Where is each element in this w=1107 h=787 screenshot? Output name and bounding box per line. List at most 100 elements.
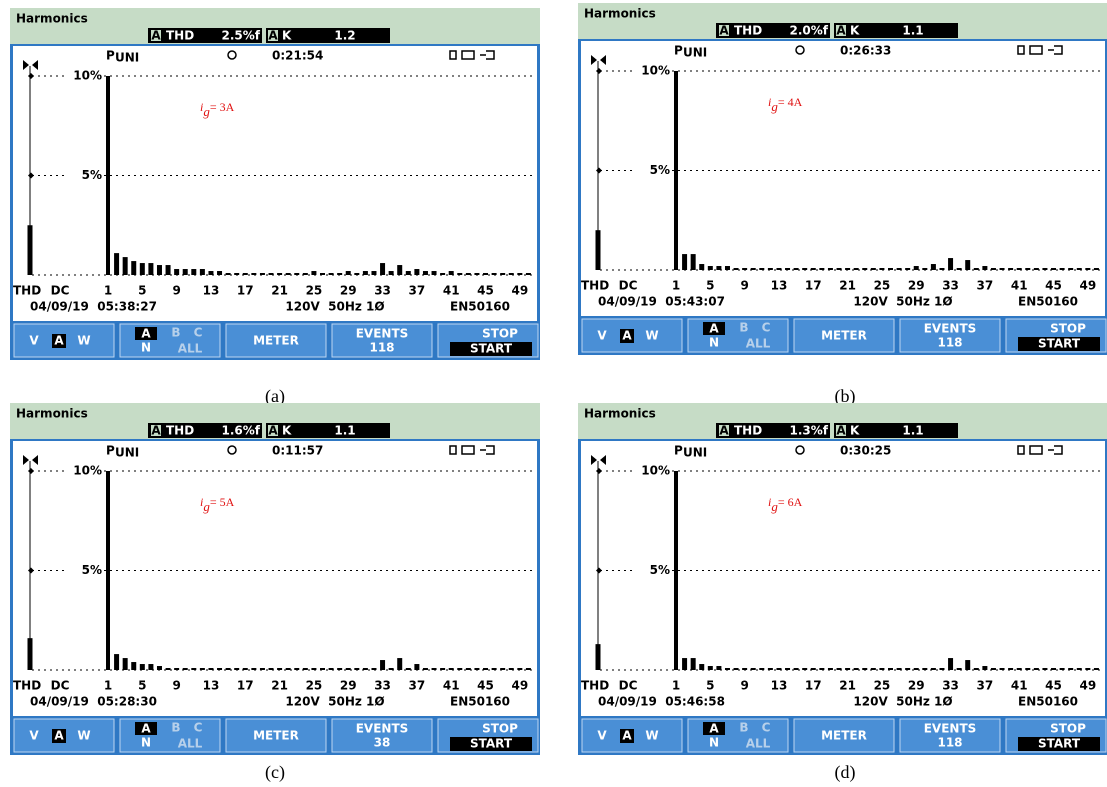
bar <box>389 668 394 670</box>
bar <box>500 668 505 670</box>
bar <box>311 668 316 670</box>
bar <box>380 660 385 670</box>
bar <box>1085 268 1090 270</box>
x-tick-label: DC <box>51 284 70 298</box>
x-tick-label: 45 <box>477 679 494 693</box>
x-tick-label: DC <box>51 679 70 693</box>
key-pc: C <box>762 721 771 735</box>
bar <box>517 273 522 275</box>
bar <box>234 273 239 275</box>
bar <box>457 668 462 670</box>
bar <box>802 268 807 270</box>
bar <box>708 266 713 270</box>
bar <box>794 668 799 670</box>
x-tick-label: 25 <box>306 679 323 693</box>
annotation-text: = 4A <box>778 95 803 109</box>
bar <box>243 668 248 670</box>
bar <box>294 668 299 670</box>
clock: 0:30:25 <box>840 444 891 458</box>
bar <box>1008 668 1013 670</box>
bar <box>982 266 987 270</box>
bar <box>716 666 721 670</box>
standard: EN50160 <box>450 695 510 709</box>
key-a: A <box>54 334 64 348</box>
bar <box>157 265 162 275</box>
bar <box>294 273 299 275</box>
key-meter: METER <box>821 729 867 743</box>
y-tick-label: 5% <box>82 168 102 182</box>
bar <box>251 273 256 275</box>
bar <box>682 254 687 270</box>
key-pb: B <box>171 721 180 735</box>
key-v: V <box>597 329 607 343</box>
bar <box>208 668 213 670</box>
x-tick-label: 21 <box>839 279 856 293</box>
bar <box>596 230 601 270</box>
bar <box>114 253 119 275</box>
bar <box>776 668 781 670</box>
key-events: EVENTS <box>356 327 409 341</box>
key-pall: ALL <box>746 337 771 351</box>
k-value: 1.1 <box>902 24 923 38</box>
key-start: START <box>470 342 513 356</box>
bar <box>406 271 411 275</box>
bar <box>183 668 188 670</box>
key-pa: A <box>141 722 151 736</box>
bar <box>329 668 334 670</box>
bar <box>440 273 445 275</box>
mode-label: P <box>106 444 115 458</box>
bar <box>397 265 402 275</box>
mode-label: P <box>106 49 115 63</box>
k-label: K <box>282 424 292 438</box>
bar <box>897 268 902 270</box>
bar <box>776 268 781 270</box>
screen-title: Harmonics <box>16 12 88 26</box>
bar <box>1017 268 1022 270</box>
x-tick-label: 13 <box>771 279 788 293</box>
phase-label: A <box>836 24 846 38</box>
bar <box>389 271 394 275</box>
bar <box>768 268 773 270</box>
mode-sub: UNI <box>115 51 139 65</box>
x-tick-label: 1 <box>104 284 112 298</box>
x-tick-label: 29 <box>908 679 925 693</box>
thd-label: THD <box>166 29 194 43</box>
readout-sep <box>262 423 266 438</box>
bar <box>346 271 351 275</box>
x-tick-label: 45 <box>477 284 494 298</box>
key-a: A <box>54 729 64 743</box>
bar <box>1094 668 1099 670</box>
x-tick-label: 49 <box>511 284 528 298</box>
x-tick-label: 1 <box>104 679 112 693</box>
bar <box>1034 668 1039 670</box>
bar <box>191 269 196 275</box>
bar <box>837 268 842 270</box>
bar <box>922 668 927 670</box>
bar <box>492 668 497 670</box>
x-tick-label: 21 <box>839 679 856 693</box>
bar <box>517 668 522 670</box>
x-tick-label: 29 <box>340 284 357 298</box>
bar <box>329 273 334 275</box>
bar <box>965 660 970 670</box>
bar <box>509 273 514 275</box>
thd-value: 2.0%f <box>789 24 828 38</box>
bar <box>802 668 807 670</box>
x-tick-label: 41 <box>443 679 460 693</box>
bar <box>148 664 153 670</box>
k-label: K <box>850 24 860 38</box>
x-tick-label: 37 <box>409 284 426 298</box>
key-event-count: 118 <box>937 336 962 350</box>
bar <box>957 668 962 670</box>
bar <box>234 668 239 670</box>
bar <box>474 273 479 275</box>
bar <box>380 263 385 275</box>
bar <box>320 273 325 275</box>
bar <box>311 271 316 275</box>
bar <box>794 268 799 270</box>
bar <box>742 668 747 670</box>
clock: 0:26:33 <box>840 44 891 58</box>
x-tick-label: THD <box>581 679 609 693</box>
bar <box>914 668 919 670</box>
